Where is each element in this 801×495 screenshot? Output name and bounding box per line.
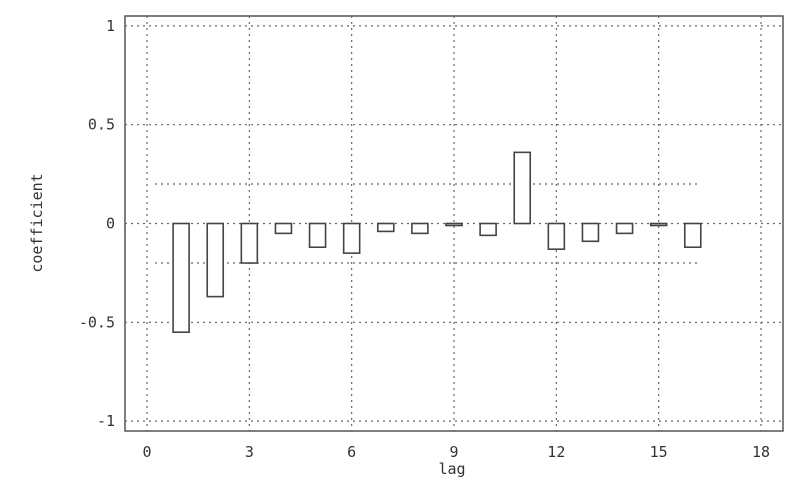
x-tick-label: 15 [650,443,668,461]
bar [411,222,429,235]
y-tick-label: -1 [97,412,115,430]
bar [513,151,532,225]
bar [581,222,600,243]
bar [683,222,702,249]
x-tick-label: 18 [752,443,770,461]
bar [240,222,259,264]
y-tick-label: 0.5 [88,116,115,134]
bar [615,222,634,235]
y-tick-label: 1 [106,17,115,35]
bar [308,222,327,249]
bar [376,222,395,233]
x-tick-labels: 0 3 6 9 12 15 18 [142,443,770,461]
grid-lines [125,16,783,431]
x-tick-label: 12 [547,443,565,461]
x-tick-label: 9 [449,443,458,461]
bar [547,222,566,250]
x-tick-label: 3 [245,443,254,461]
bar [479,222,497,237]
bar [445,222,463,227]
x-tick-label: 0 [142,443,151,461]
bar [206,222,225,298]
bars [172,151,702,333]
bar [342,222,361,254]
y-tick-label: -0.5 [79,313,115,331]
x-axis-label: lag [438,460,465,478]
bar [274,222,293,235]
y-tick-label: 0 [106,215,115,233]
bar [172,222,190,333]
y-axis-label: coefficient [28,173,46,272]
x-tick-label: 6 [347,443,356,461]
bar [649,222,668,227]
y-tick-labels: 1 0.5 0 -0.5 -1 [79,17,115,430]
